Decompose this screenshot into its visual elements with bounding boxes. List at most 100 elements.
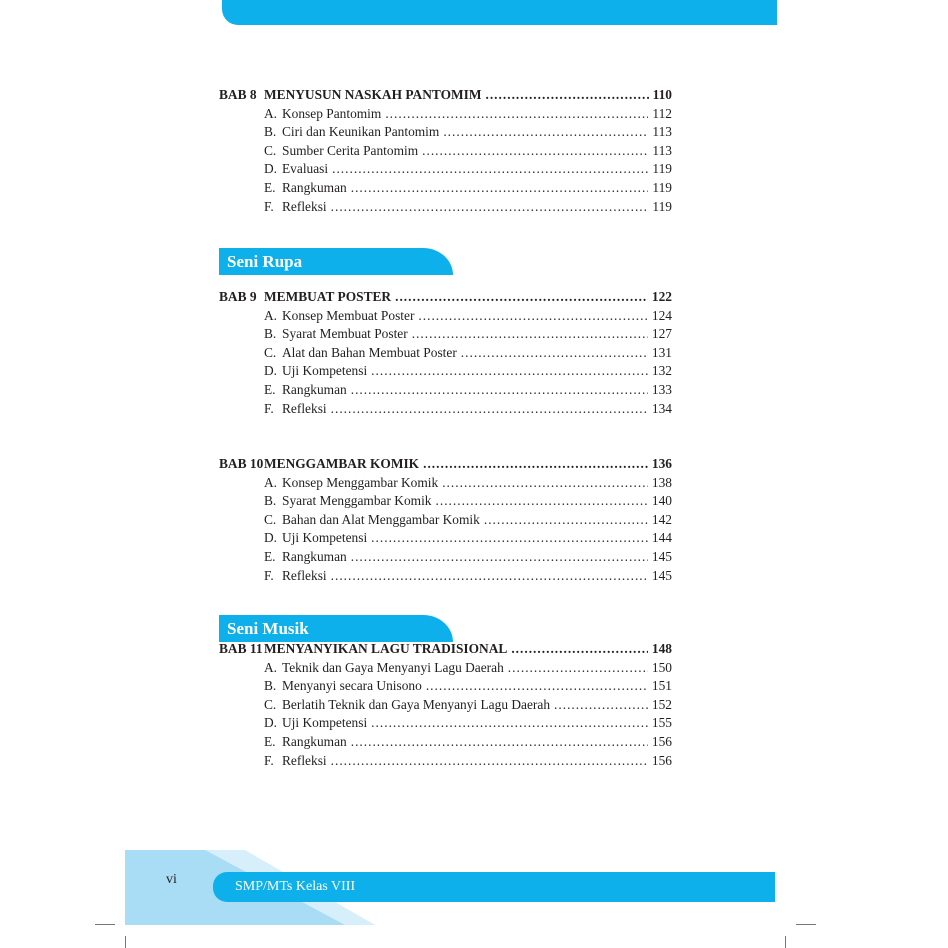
toc-item: B. Menyanyi secara Unisono 151: [219, 677, 672, 696]
chapter-number: BAB 8: [219, 87, 257, 102]
toc-item: D. Uji Kompetensi 132: [219, 362, 672, 381]
item-title: Ciri dan Keunikan Pantomim: [282, 124, 440, 140]
toc-item: C. Sumber Cerita Pantomim 113: [219, 142, 672, 161]
dot-leader: [395, 288, 648, 307]
item-title: Refleksi: [282, 400, 327, 416]
crop-mark: [125, 936, 126, 948]
item-letter: A.: [264, 474, 278, 490]
dot-leader: [351, 179, 649, 198]
item-title: Refleksi: [282, 567, 327, 583]
footer-bar: SMP/MTs Kelas VIII: [213, 872, 775, 902]
item-title: Refleksi: [282, 198, 327, 214]
item-page: 145: [651, 567, 672, 583]
item-page: 124: [651, 307, 672, 323]
item-title: Evaluasi: [282, 161, 329, 177]
item-title: Uji Kompetensi: [282, 715, 368, 731]
item-page: 151: [651, 678, 672, 694]
dot-leader: [485, 86, 648, 105]
toc-item: A. Konsep Pantomim 112: [219, 105, 672, 124]
item-title: Konsep Pantomim: [282, 105, 382, 121]
item-letter: C.: [264, 344, 277, 360]
dot-leader: [412, 325, 648, 344]
item-page: 150: [651, 659, 672, 675]
chapter-9: BAB 9 MEMBUAT POSTER 122 A. Konsep Membu…: [219, 288, 672, 418]
dot-leader: [423, 455, 648, 474]
item-letter: F.: [264, 400, 274, 416]
item-letter: B.: [264, 678, 277, 694]
chapter-title: MENYUSUN NASKAH PANTOMIM: [264, 87, 482, 102]
item-page: 113: [652, 142, 672, 158]
chapter-page: 148: [651, 641, 672, 656]
dot-leader: [422, 142, 648, 161]
item-title: Uji Kompetensi: [282, 530, 368, 546]
dot-leader: [426, 677, 648, 696]
toc-item: C. Bahan dan Alat Menggambar Komik 142: [219, 511, 672, 530]
item-page: 156: [651, 752, 672, 768]
dot-leader: [418, 307, 648, 326]
item-title: Sumber Cerita Pantomim: [282, 142, 419, 158]
item-letter: A.: [264, 105, 278, 121]
item-page: 144: [651, 530, 672, 546]
crop-mark: [785, 936, 786, 948]
dot-leader: [461, 344, 648, 363]
item-title: Uji Kompetensi: [282, 363, 368, 379]
item-title: Rangkuman: [282, 733, 347, 749]
item-page: 119: [652, 198, 672, 214]
item-page: 113: [652, 124, 672, 140]
toc-item: E. Rangkuman 145: [219, 548, 672, 567]
chapter-heading: BAB 11 MENYANYIKAN LAGU TRADISIONAL 148: [219, 640, 672, 659]
item-page: 145: [651, 548, 672, 564]
item-page: 140: [651, 493, 672, 509]
dot-leader: [351, 381, 648, 400]
section-banner-seni-rupa: Seni Rupa: [219, 248, 453, 275]
item-page: 138: [651, 474, 672, 490]
item-letter: E.: [264, 733, 276, 749]
item-page: 119: [652, 161, 672, 177]
toc-item: C. Berlatih Teknik dan Gaya Menyanyi Lag…: [219, 696, 672, 715]
item-page: 134: [651, 400, 672, 416]
item-title: Rangkuman: [282, 179, 347, 195]
chapter-page: 122: [651, 289, 672, 304]
toc-item: F. Refleksi 156: [219, 752, 672, 771]
chapter-heading: BAB 8 MENYUSUN NASKAH PANTOMIM 110: [219, 86, 672, 105]
chapter-title: MENGGAMBAR KOMIK: [264, 456, 420, 471]
chapter-heading: BAB 10 MENGGAMBAR KOMIK 136: [219, 455, 672, 474]
chapter-10: BAB 10 MENGGAMBAR KOMIK 136 A. Konsep Me…: [219, 455, 672, 585]
toc-item: B. Syarat Membuat Poster 127: [219, 325, 672, 344]
item-letter: F.: [264, 198, 274, 214]
item-title: Berlatih Teknik dan Gaya Menyanyi Lagu D…: [282, 696, 551, 712]
toc-item: B. Syarat Menggambar Komik 140: [219, 492, 672, 511]
toc-item: D. Evaluasi 119: [219, 160, 672, 179]
book-label: SMP/MTs Kelas VIII: [235, 879, 356, 894]
dot-leader: [351, 733, 648, 752]
toc-item: F. Refleksi 134: [219, 400, 672, 419]
toc-item: E. Rangkuman 133: [219, 381, 672, 400]
dot-leader: [331, 198, 649, 217]
chapter-number: BAB 10: [219, 456, 264, 471]
item-page: 152: [651, 696, 672, 712]
chapter-number: BAB 9: [219, 289, 257, 304]
dot-leader: [443, 123, 648, 142]
toc-item: A. Konsep Membuat Poster 124: [219, 307, 672, 326]
dot-leader: [511, 640, 648, 659]
item-page: 112: [652, 105, 672, 121]
chapter-title: MEMBUAT POSTER: [264, 289, 392, 304]
item-page: 131: [651, 344, 672, 360]
dot-leader: [331, 400, 648, 419]
item-page: 156: [651, 733, 672, 749]
item-title: Rangkuman: [282, 548, 347, 564]
toc-item: A. Teknik dan Gaya Menyanyi Lagu Daerah …: [219, 659, 672, 678]
toc-item: E. Rangkuman 119: [219, 179, 672, 198]
dot-leader: [371, 362, 648, 381]
dot-leader: [371, 714, 648, 733]
item-letter: C.: [264, 142, 277, 158]
item-letter: E.: [264, 179, 276, 195]
item-letter: B.: [264, 124, 277, 140]
item-letter: D.: [264, 715, 278, 731]
item-title: Rangkuman: [282, 381, 347, 397]
item-title: Syarat Menggambar Komik: [282, 493, 432, 509]
chapter-page: 110: [652, 87, 672, 102]
item-letter: C.: [264, 511, 277, 527]
item-letter: E.: [264, 548, 276, 564]
item-letter: D.: [264, 363, 278, 379]
